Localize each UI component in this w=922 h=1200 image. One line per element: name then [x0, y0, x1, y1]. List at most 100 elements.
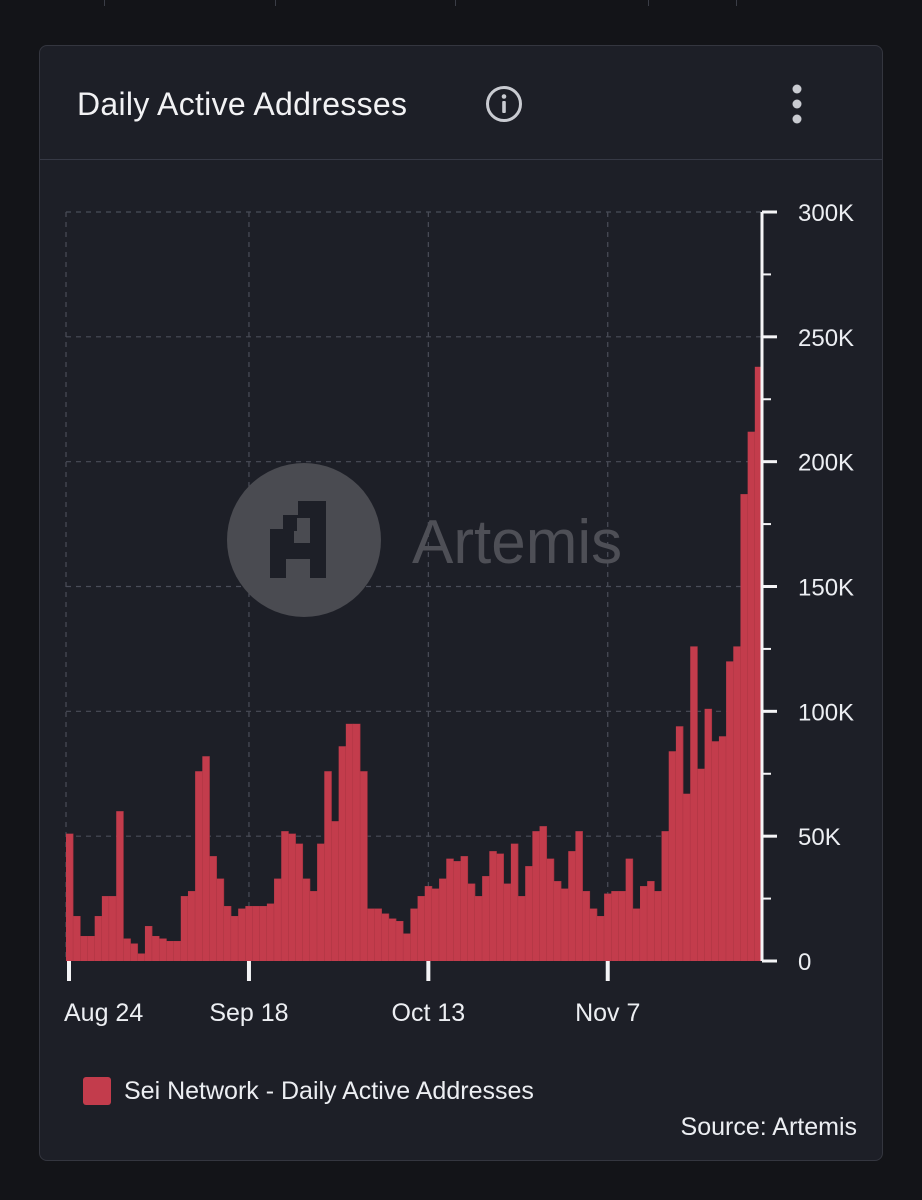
bar [683, 793, 691, 961]
bar [532, 831, 540, 961]
bar [417, 896, 425, 961]
top-strip [0, 0, 922, 8]
bar [353, 723, 361, 961]
bar [668, 751, 677, 961]
bar [109, 896, 117, 961]
bar [596, 916, 605, 961]
bar [503, 883, 512, 961]
bar [331, 821, 339, 961]
bar [274, 878, 282, 961]
bar [180, 896, 189, 961]
bar [439, 878, 447, 961]
bar [561, 888, 569, 961]
bar [159, 938, 167, 961]
x-tick-label: Sep 18 [209, 999, 288, 1027]
bar [73, 916, 81, 961]
y-tick-label: 100K [798, 699, 854, 726]
bar [345, 723, 354, 961]
bar [747, 431, 755, 962]
artemis-logo-icon [227, 463, 381, 617]
bar [467, 883, 476, 961]
bar [640, 886, 648, 961]
source-label: Source: Artemis [680, 1113, 857, 1141]
y-tick-label: 300K [798, 200, 854, 227]
bar [711, 741, 720, 961]
bar [618, 891, 626, 961]
bar [245, 906, 253, 961]
x-tick-label: Oct 13 [392, 999, 466, 1027]
bar [374, 908, 382, 961]
vertical-dots-icon[interactable] [782, 82, 812, 126]
bar [589, 908, 598, 961]
bar [266, 903, 275, 961]
bar [302, 878, 311, 961]
bar [381, 913, 390, 961]
bar [223, 906, 232, 961]
bar [87, 936, 95, 961]
bar [474, 896, 483, 961]
bar [238, 908, 246, 961]
bar [482, 876, 490, 961]
bar [553, 881, 562, 961]
bar [137, 953, 146, 961]
y-tick-label: 150K [798, 575, 854, 602]
bar [690, 646, 698, 961]
bar [173, 941, 181, 961]
x-tick-label: Nov 7 [575, 999, 640, 1027]
bar [575, 831, 583, 961]
bar [582, 891, 590, 961]
y-tick-label: 200K [798, 450, 854, 477]
bar [568, 851, 576, 961]
bar [403, 933, 411, 961]
bar [259, 906, 268, 961]
bar [166, 941, 174, 961]
artemis-watermark: Artemis [227, 463, 622, 617]
bar [625, 858, 633, 961]
bar [367, 908, 375, 961]
card-header: Daily Active Addresses [40, 46, 882, 160]
bar [252, 906, 260, 961]
bar [539, 826, 547, 961]
bar [546, 858, 555, 961]
bars [66, 366, 763, 962]
bar [317, 843, 325, 961]
bar [740, 494, 748, 961]
bar [66, 833, 74, 961]
y-tick-label: 0 [798, 949, 811, 976]
bar [647, 881, 655, 961]
bar [209, 856, 217, 961]
bar [446, 858, 454, 961]
x-axis: Aug 24 Sep 18 Oct 13 Nov 7 [64, 961, 640, 1027]
bar [396, 921, 404, 961]
bar [123, 938, 131, 961]
legend-swatch [83, 1077, 111, 1105]
bar [144, 926, 153, 961]
bar [152, 936, 160, 961]
bar [130, 943, 138, 961]
bar [675, 726, 684, 961]
info-circle-icon[interactable] [485, 85, 523, 123]
bar [697, 768, 705, 961]
bar [309, 891, 318, 961]
bar [424, 886, 433, 961]
legend-label: Sei Network - Daily Active Addresses [124, 1077, 534, 1105]
bar [654, 891, 662, 961]
bar [216, 878, 225, 961]
bar [489, 851, 497, 961]
bar [202, 756, 210, 961]
bar [510, 843, 519, 961]
bar [518, 896, 526, 961]
bar [661, 831, 669, 961]
card-title: Daily Active Addresses [77, 86, 408, 122]
y-axis: 0 50K 100K 150K 200K 250K 300K [760, 200, 854, 976]
bar-chart: Artemis 0 50K 100K 150K 200K 250K 300K Aug 24 S… [64, 200, 854, 1027]
bar [453, 861, 461, 961]
bar [231, 916, 239, 961]
bar [410, 908, 418, 961]
bar [604, 893, 612, 961]
bar [754, 366, 763, 961]
bar [360, 771, 368, 961]
bar [525, 866, 533, 961]
bar [496, 853, 504, 961]
artemis-logo-glyph [270, 501, 326, 578]
